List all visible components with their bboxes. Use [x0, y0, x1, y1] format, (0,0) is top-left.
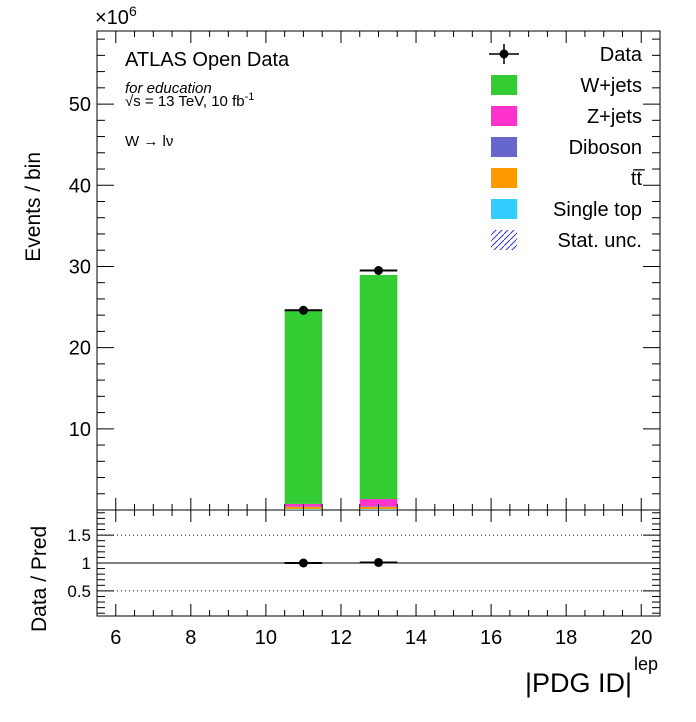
experiment-label: ATLAS Open Data [125, 49, 290, 71]
legend-swatch-single-top [491, 199, 517, 219]
education-label: for education [125, 80, 212, 97]
y-tick-label: 30 [69, 256, 91, 278]
legend-data-marker [499, 49, 509, 59]
legend-label-w-jets: W+jets [580, 75, 642, 97]
x-tick-label: 12 [330, 627, 352, 649]
ratio-y-axis-title: Data / Pred [28, 526, 51, 632]
x-axis-title: |PDG ID| [525, 668, 632, 698]
channel-label: W → lν [125, 133, 173, 150]
axis-tick-labels: 6 8 10 12 14 16 18 20 10 20 30 40 50 0.5 1 1.5 [67, 94, 652, 649]
x-tick-label: 16 [480, 627, 502, 649]
y-exponent-label: ×106 [95, 3, 137, 29]
legend-label-stat-unc-: Stat. unc. [558, 230, 643, 252]
x-tick-label: 20 [630, 627, 652, 649]
energy-label: √s = 13 TeV, 10 fb-1 [125, 91, 254, 110]
legend-swatch-z-jets [491, 106, 517, 126]
x-tick-label: 14 [405, 627, 427, 649]
x-tick-label: 6 [110, 627, 121, 649]
axis-ticks [97, 31, 660, 616]
x-tick-label: 10 [255, 627, 277, 649]
y-tick-label: 10 [69, 419, 91, 441]
data-point-0 [298, 305, 308, 315]
legend-label-single-top: Single top [553, 199, 642, 221]
legend-swatch-tt [491, 168, 517, 188]
legend-swatch-w-jets [491, 75, 517, 95]
x-axis-title-superscript: lep [634, 654, 658, 674]
legend: Data W+jets Z+jets Diboson tt̅ Single top Stat… [489, 44, 645, 252]
ratio-panel [97, 534, 660, 592]
y-tick-label: 20 [69, 338, 91, 360]
x-tick-label: 18 [555, 627, 577, 649]
legend-label-diboson: Diboson [569, 137, 642, 159]
legend-stat-unc-swatch [491, 230, 517, 250]
ratio-y-tick-label: 0.5 [67, 582, 91, 601]
stacked-bars [284, 274, 398, 510]
y-axis-title: Events / bin [22, 152, 45, 262]
legend-label-z-jets: Z+jets [587, 106, 642, 128]
bar-z-jets-1 [359, 499, 398, 507]
legend-swatch-diboson [491, 137, 517, 157]
bar-w-jets-0 [284, 309, 323, 504]
y-tick-label: 50 [69, 94, 91, 116]
ratio-y-tick-label: 1 [82, 554, 91, 573]
ratio-point-1 [374, 557, 383, 567]
ratio-point-0 [298, 558, 308, 568]
y-tick-label: 40 [69, 175, 91, 197]
legend-label-data: Data [600, 44, 643, 66]
ratio-y-tick-label: 1.5 [67, 526, 91, 545]
legend-label-tt: tt̅ [631, 168, 645, 190]
bar-w-jets-1 [359, 274, 398, 500]
data-point-1 [374, 266, 383, 275]
x-tick-label: 8 [185, 627, 196, 649]
data-points [284, 266, 398, 315]
